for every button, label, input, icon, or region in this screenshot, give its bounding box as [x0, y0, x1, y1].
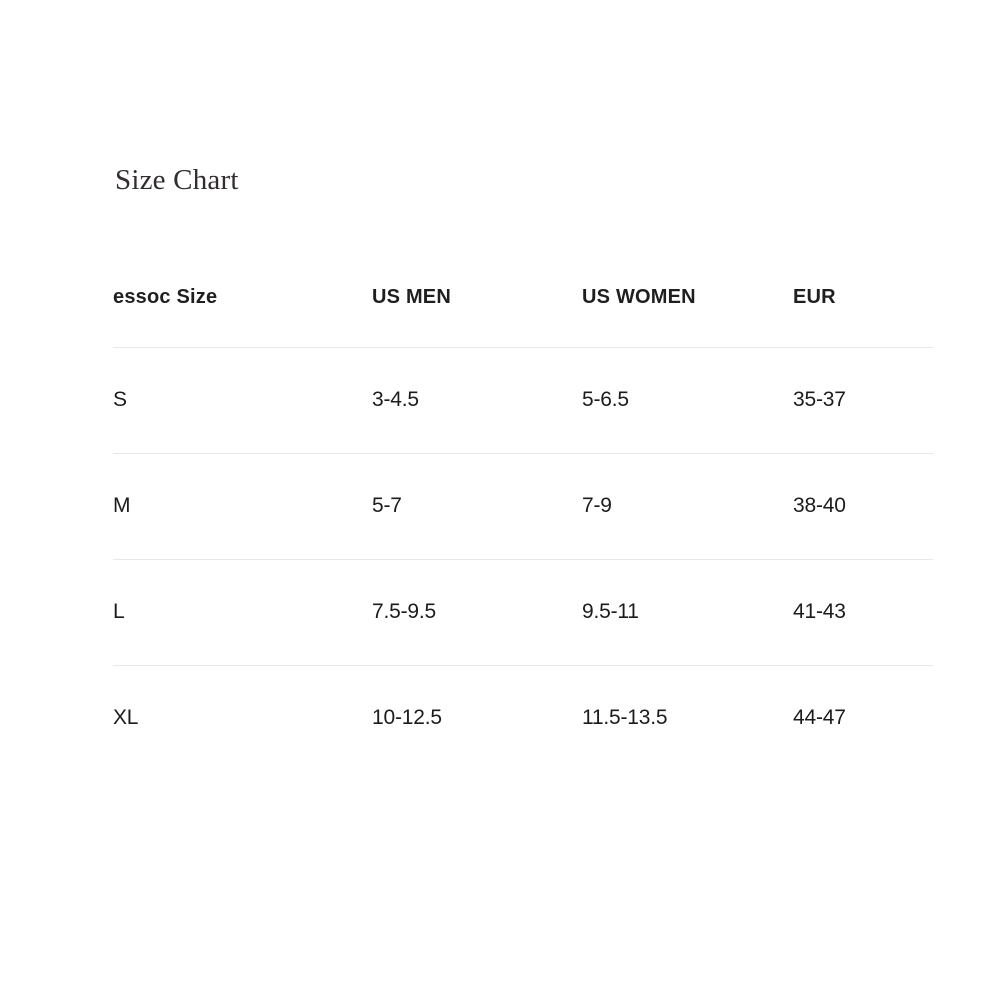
cell-eur: 44-47 — [793, 706, 846, 729]
cell-eur: 41-43 — [793, 600, 846, 623]
column-header-size: essoc Size — [113, 286, 218, 308]
cell-us-men: 7.5-9.5 — [372, 600, 436, 623]
cell-us-women: 11.5-13.5 — [582, 706, 668, 729]
column-header-us-men: US MEN — [372, 286, 451, 308]
cell-us-women: 7-9 — [582, 494, 612, 517]
column-header-us-women: US WOMEN — [582, 286, 696, 308]
cell-us-men: 3-4.5 — [372, 388, 419, 411]
cell-us-men: 5-7 — [372, 494, 402, 517]
cell-size: S — [113, 388, 127, 411]
table-row: S 3-4.5 5-6.5 35-37 — [113, 348, 933, 454]
table-row: M 5-7 7-9 38-40 — [113, 454, 933, 560]
size-chart-table: essoc Size US MEN US WOMEN EUR S 3-4.5 5… — [113, 286, 933, 771]
cell-eur: 35-37 — [793, 388, 846, 411]
cell-size: XL — [113, 706, 139, 729]
cell-us-women: 5-6.5 — [582, 388, 629, 411]
table-header-row: essoc Size US MEN US WOMEN EUR — [113, 286, 933, 348]
cell-size: M — [113, 494, 131, 517]
column-header-eur: EUR — [793, 286, 836, 308]
table-row: L 7.5-9.5 9.5-11 41-43 — [113, 560, 933, 666]
cell-us-women: 9.5-11 — [582, 600, 639, 623]
cell-us-men: 10-12.5 — [372, 706, 442, 729]
page-title: Size Chart — [115, 164, 239, 196]
cell-size: L — [113, 600, 125, 623]
table-row: XL 10-12.5 11.5-13.5 44-47 — [113, 666, 933, 771]
cell-eur: 38-40 — [793, 494, 846, 517]
